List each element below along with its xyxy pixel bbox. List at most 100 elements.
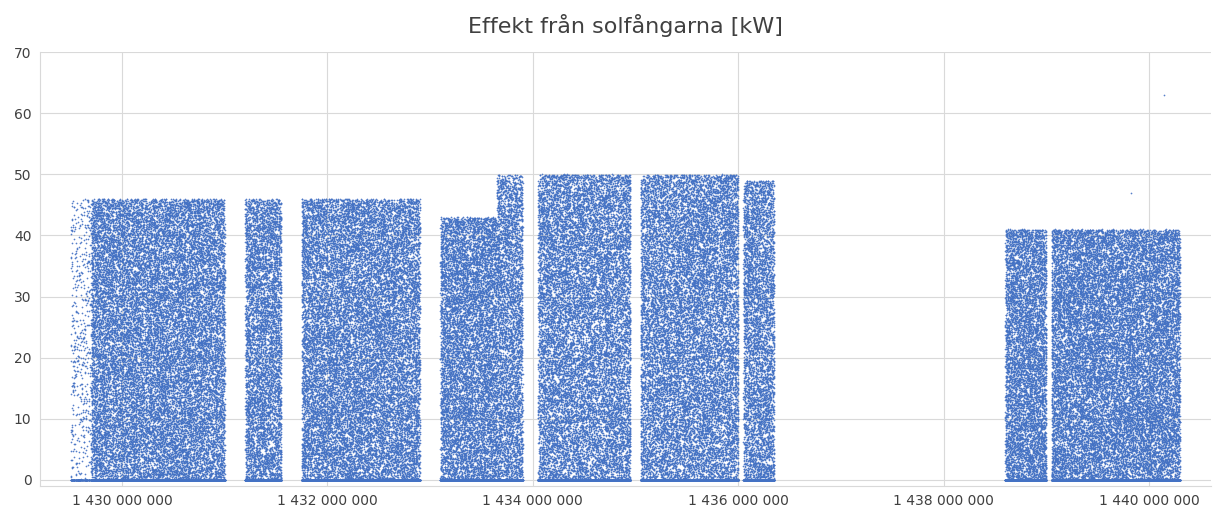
Point: [1008, 228, 1028, 236]
Point: [477, 385, 496, 393]
Point: [611, 304, 631, 313]
Point: [548, 418, 567, 426]
Point: [500, 476, 519, 484]
Point: [456, 333, 475, 341]
Point: [491, 472, 511, 480]
Point: [668, 311, 687, 319]
Point: [488, 369, 507, 377]
Point: [535, 418, 555, 426]
Point: [309, 405, 328, 413]
Point: [744, 379, 763, 387]
Point: [176, 461, 196, 469]
Point: [180, 476, 200, 484]
Point: [1002, 476, 1022, 484]
Point: [590, 364, 610, 373]
Point: [453, 322, 473, 330]
Point: [1023, 459, 1042, 467]
Point: [1104, 416, 1123, 424]
Point: [1009, 266, 1029, 274]
Point: [581, 177, 600, 185]
Point: [190, 247, 209, 255]
Point: [737, 229, 757, 237]
Point: [439, 476, 458, 484]
Point: [647, 476, 666, 484]
Point: [137, 476, 157, 484]
Point: [632, 253, 652, 262]
Point: [1122, 393, 1142, 401]
Point: [638, 313, 658, 322]
Point: [1122, 476, 1142, 484]
Point: [495, 264, 514, 272]
Point: [1020, 329, 1040, 337]
Point: [688, 410, 708, 419]
Point: [578, 472, 598, 481]
Point: [1136, 405, 1155, 413]
Point: [571, 388, 590, 397]
Point: [99, 476, 119, 484]
Point: [103, 246, 122, 255]
Point: [715, 402, 735, 411]
Point: [534, 318, 554, 327]
Point: [94, 301, 114, 309]
Point: [97, 339, 116, 347]
Point: [176, 388, 196, 397]
Point: [266, 337, 285, 345]
Point: [507, 443, 527, 451]
Point: [543, 279, 562, 287]
Point: [303, 268, 322, 277]
Point: [98, 234, 118, 242]
Point: [170, 476, 190, 484]
Point: [1140, 290, 1160, 298]
Point: [546, 427, 566, 435]
Point: [341, 340, 360, 349]
Point: [658, 476, 677, 484]
Point: [437, 292, 457, 300]
Point: [85, 314, 104, 323]
Point: [690, 476, 709, 484]
Point: [682, 476, 702, 484]
Point: [603, 476, 622, 484]
Point: [1132, 302, 1152, 310]
Point: [1121, 476, 1140, 484]
Point: [169, 470, 189, 478]
Point: [1149, 419, 1169, 427]
Point: [186, 299, 206, 307]
Point: [746, 241, 766, 250]
Point: [752, 342, 772, 350]
Point: [257, 267, 277, 275]
Point: [1129, 381, 1149, 389]
Point: [1016, 236, 1035, 245]
Point: [657, 404, 676, 412]
Point: [473, 276, 492, 284]
Point: [1164, 322, 1183, 330]
Point: [598, 247, 617, 255]
Point: [235, 473, 255, 482]
Point: [105, 269, 125, 278]
Point: [1071, 280, 1090, 289]
Point: [1063, 328, 1083, 337]
Point: [1024, 286, 1044, 294]
Point: [1003, 293, 1023, 301]
Point: [398, 476, 418, 484]
Point: [475, 414, 495, 422]
Point: [453, 395, 473, 404]
Point: [725, 255, 745, 263]
Point: [262, 404, 282, 412]
Point: [409, 401, 429, 410]
Point: [604, 243, 624, 252]
Point: [1095, 430, 1115, 438]
Point: [1011, 381, 1030, 389]
Point: [1127, 476, 1147, 484]
Point: [472, 277, 491, 285]
Point: [89, 462, 109, 471]
Point: [1017, 476, 1036, 484]
Point: [655, 257, 675, 266]
Point: [1077, 476, 1096, 484]
Point: [1085, 296, 1105, 304]
Point: [246, 476, 266, 484]
Point: [187, 450, 207, 459]
Point: [338, 294, 358, 302]
Point: [747, 476, 767, 484]
Point: [578, 204, 598, 212]
Point: [658, 281, 677, 290]
